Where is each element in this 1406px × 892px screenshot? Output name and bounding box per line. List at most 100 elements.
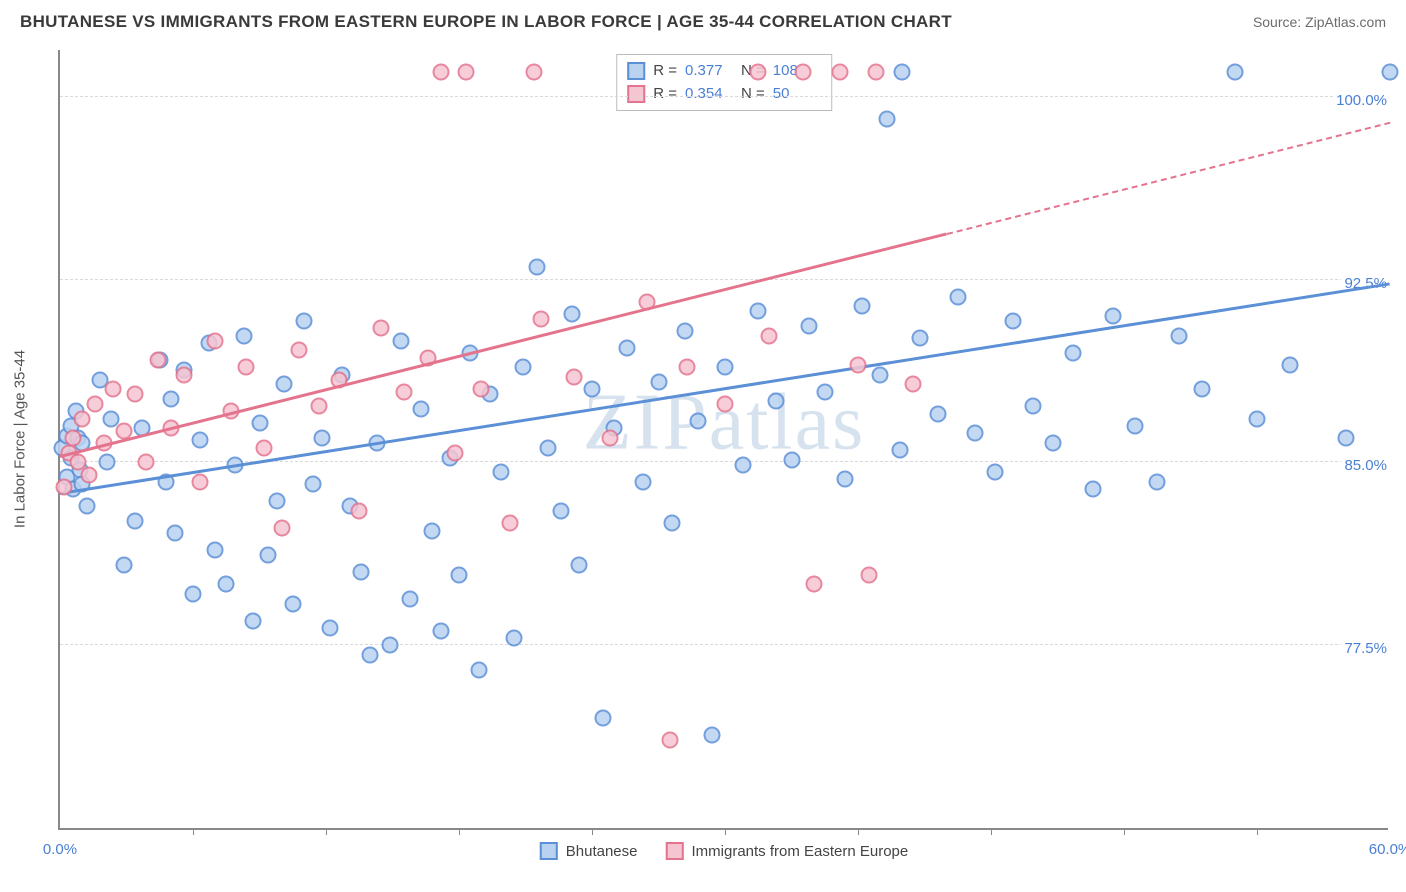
scatter-point <box>501 515 518 532</box>
gridline-h <box>60 644 1388 645</box>
scatter-point <box>273 520 290 537</box>
scatter-point <box>750 64 767 81</box>
scatter-point <box>138 454 155 471</box>
scatter-point <box>373 320 390 337</box>
stats-r-value: 0.354 <box>685 83 733 106</box>
legend-label: Immigrants from Eastern Europe <box>691 843 908 860</box>
scatter-point <box>1282 356 1299 373</box>
scatter-point <box>313 430 330 447</box>
scatter-point <box>552 503 569 520</box>
scatter-point <box>470 661 487 678</box>
scatter-point <box>395 383 412 400</box>
scatter-point <box>801 317 818 334</box>
x-tick <box>592 828 593 835</box>
legend-item: Bhutanese <box>540 842 638 860</box>
scatter-point <box>619 339 636 356</box>
scatter-point <box>663 515 680 532</box>
scatter-point <box>949 288 966 305</box>
scatter-point <box>1226 64 1243 81</box>
scatter-point <box>1193 381 1210 398</box>
scatter-point <box>634 473 651 490</box>
scatter-point <box>1084 481 1101 498</box>
scatter-point <box>912 330 929 347</box>
scatter-point <box>794 64 811 81</box>
scatter-point <box>878 110 895 127</box>
scatter-point <box>291 342 308 359</box>
scatter-point <box>362 646 379 663</box>
scatter-point <box>894 64 911 81</box>
scatter-point <box>191 473 208 490</box>
scatter-point <box>767 393 784 410</box>
scatter-point <box>570 556 587 573</box>
scatter-point <box>191 432 208 449</box>
x-tick <box>193 828 194 835</box>
scatter-point <box>433 622 450 639</box>
scatter-point <box>717 359 734 376</box>
scatter-point <box>351 503 368 520</box>
chart-source: Source: ZipAtlas.com <box>1253 14 1386 30</box>
scatter-point <box>533 310 550 327</box>
scatter-point <box>761 327 778 344</box>
legend-swatch <box>540 842 558 860</box>
scatter-point <box>433 64 450 81</box>
scatter-point <box>284 595 301 612</box>
scatter-point <box>515 359 532 376</box>
scatter-point <box>473 381 490 398</box>
scatter-point <box>892 442 909 459</box>
scatter-point <box>127 386 144 403</box>
scatter-point <box>1045 434 1062 451</box>
legend-swatch <box>627 85 645 103</box>
scatter-point <box>1249 410 1266 427</box>
scatter-point <box>56 478 73 495</box>
chart-title: BHUTANESE VS IMMIGRANTS FROM EASTERN EUR… <box>20 12 952 32</box>
scatter-point <box>446 444 463 461</box>
scatter-point <box>176 366 193 383</box>
gridline-h <box>60 279 1388 280</box>
stats-legend: R =0.377N =108R =0.354N =50 <box>616 54 832 111</box>
y-tick-label: 77.5% <box>1341 640 1390 657</box>
scatter-point <box>275 376 292 393</box>
y-tick-label: 85.0% <box>1341 457 1390 474</box>
scatter-point <box>80 466 97 483</box>
scatter-point <box>539 439 556 456</box>
y-tick-label: 100.0% <box>1333 92 1390 109</box>
legend-swatch <box>627 62 645 80</box>
trend-line <box>946 122 1390 235</box>
scatter-point <box>65 430 82 447</box>
scatter-point <box>850 356 867 373</box>
scatter-point <box>1025 398 1042 415</box>
scatter-point <box>251 415 268 432</box>
scatter-point <box>1104 308 1121 325</box>
stats-n-label: N = <box>741 83 765 106</box>
scatter-point <box>832 64 849 81</box>
scatter-point <box>244 612 261 629</box>
scatter-point <box>1065 344 1082 361</box>
x-tick-label: 60.0% <box>1369 841 1406 858</box>
scatter-point <box>690 412 707 429</box>
scatter-point <box>1127 417 1144 434</box>
stats-row: R =0.377N =108 <box>627 60 821 83</box>
bottom-legend: Bhutanese Immigrants from Eastern Europe <box>540 842 908 860</box>
x-tick <box>1257 828 1258 835</box>
scatter-point <box>1382 64 1399 81</box>
scatter-point <box>413 400 430 417</box>
scatter-point <box>867 64 884 81</box>
scatter-point <box>98 454 115 471</box>
scatter-point <box>836 471 853 488</box>
scatter-point <box>929 405 946 422</box>
y-axis-title: In Labor Force | Age 35-44 <box>12 350 29 528</box>
scatter-point <box>149 352 166 369</box>
x-tick <box>459 828 460 835</box>
scatter-point <box>269 493 286 510</box>
scatter-point <box>255 439 272 456</box>
scatter-point <box>679 359 696 376</box>
scatter-point <box>650 373 667 390</box>
scatter-point <box>457 64 474 81</box>
x-tick <box>1124 828 1125 835</box>
scatter-point <box>235 327 252 344</box>
scatter-point <box>74 410 91 427</box>
scatter-point <box>260 547 277 564</box>
scatter-point <box>353 564 370 581</box>
x-tick-label: 0.0% <box>43 841 77 858</box>
scatter-point <box>854 298 871 315</box>
